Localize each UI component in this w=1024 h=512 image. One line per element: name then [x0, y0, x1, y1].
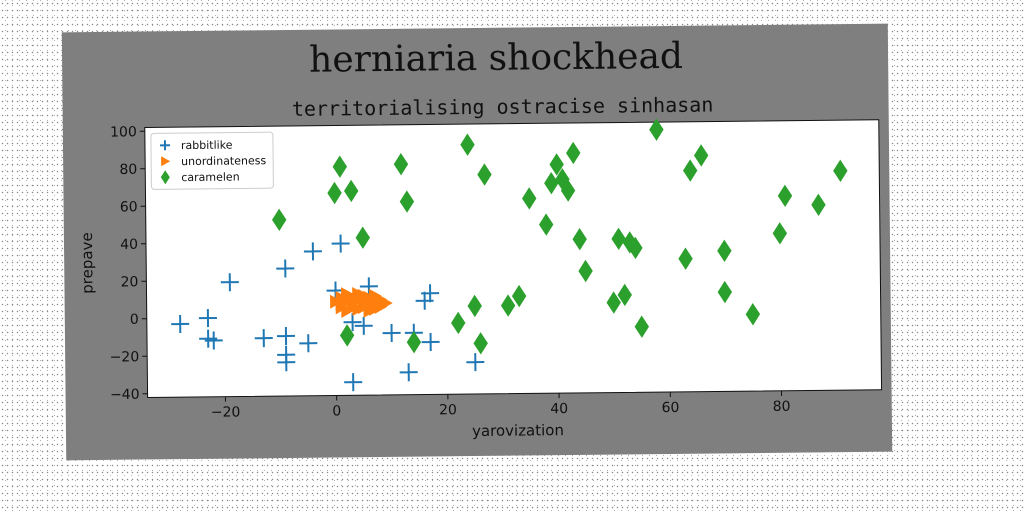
data-point	[204, 331, 223, 350]
series-0	[171, 234, 485, 392]
data-point	[272, 208, 287, 232]
data-point	[628, 236, 643, 260]
data-point	[344, 179, 359, 203]
data-point	[560, 179, 576, 202]
y-tick-label: 60	[120, 199, 138, 215]
data-point	[649, 118, 664, 141]
data-point	[683, 159, 698, 182]
data-point	[460, 133, 475, 156]
data-point	[511, 284, 527, 308]
y-axis-label: prepave	[78, 232, 97, 294]
x-tick-label: 60	[661, 400, 679, 416]
data-point	[421, 284, 440, 303]
series-2	[272, 118, 848, 355]
y-tick-label: 20	[120, 274, 138, 290]
x-tick-label: 80	[773, 399, 791, 415]
data-point	[399, 190, 415, 213]
data-point	[611, 227, 626, 250]
data-point	[477, 163, 492, 186]
y-tick-label: 40	[120, 237, 138, 253]
data-point	[332, 155, 348, 178]
y-tick-label: 80	[119, 162, 137, 178]
data-point	[578, 259, 593, 283]
legend-marker	[161, 156, 171, 167]
data-point	[254, 329, 273, 348]
data-point	[382, 324, 401, 343]
data-point	[331, 234, 350, 253]
data-point	[276, 259, 295, 278]
data-point	[380, 296, 393, 311]
data-point	[406, 330, 422, 354]
data-point	[566, 141, 581, 165]
data-point	[572, 227, 587, 251]
data-point	[327, 181, 342, 205]
data-point	[544, 172, 559, 195]
chart-figure: herniaria shockhead territorialising ost…	[61, 23, 893, 461]
data-point	[339, 324, 355, 347]
data-point	[276, 326, 295, 346]
data-point	[467, 294, 482, 318]
data-point	[399, 363, 418, 382]
y-tick-label: 100	[110, 124, 137, 140]
data-point	[522, 187, 537, 210]
legend-label: rabbitlike	[181, 139, 233, 153]
x-tick-label: 20	[439, 402, 457, 418]
data-point	[811, 193, 826, 216]
data-point	[421, 332, 440, 352]
data-point	[357, 288, 371, 303]
data-point	[777, 184, 793, 207]
x-tick-label: 40	[550, 401, 568, 417]
data-point	[303, 242, 322, 261]
y-tick-label: 0	[130, 312, 139, 328]
data-point	[606, 291, 621, 314]
data-point	[369, 301, 382, 316]
legend-label: unordinateness	[181, 154, 266, 168]
chart-subtitle: territorialising ostracise sinhasan	[292, 93, 714, 121]
data-point	[171, 314, 190, 333]
legend-marker	[159, 140, 170, 151]
data-point	[198, 309, 217, 328]
x-axis-label: yarovization	[472, 421, 564, 440]
data-point	[538, 213, 554, 236]
x-tick-label: −20	[211, 404, 241, 420]
data-point	[634, 315, 649, 338]
data-point	[717, 280, 733, 304]
data-point	[500, 294, 516, 317]
chart-canvas: herniaria shockhead territorialising ost…	[78, 36, 883, 440]
y-tick-label: −20	[110, 349, 140, 365]
data-point	[344, 373, 363, 392]
y-axis: −40 −20 0 20 40 60 80 100	[110, 124, 148, 403]
data-point	[346, 300, 360, 315]
data-point	[745, 303, 761, 326]
data-point	[772, 222, 788, 245]
chart-title: herniaria shockhead	[309, 36, 683, 81]
data-point	[549, 153, 564, 176]
data-point	[693, 144, 709, 167]
series-1	[330, 287, 393, 319]
data-point	[678, 247, 693, 270]
data-point	[451, 311, 466, 335]
data-point	[277, 353, 296, 372]
legend-label: caramelen	[181, 170, 239, 184]
x-tick-label: 0	[332, 403, 341, 419]
legend-box	[150, 131, 274, 190]
data-point	[393, 152, 409, 176]
data-point	[299, 334, 318, 353]
plot-area	[144, 119, 883, 398]
y-tick-label: −40	[110, 387, 140, 403]
data-point	[354, 316, 373, 335]
data-point	[717, 239, 732, 262]
data-point	[355, 226, 371, 249]
data-point	[466, 353, 485, 372]
data-marks	[171, 118, 848, 392]
data-point	[473, 332, 488, 355]
data-point	[220, 273, 239, 292]
data-point	[617, 283, 632, 307]
data-point	[833, 159, 848, 183]
data-point	[343, 313, 362, 332]
legend-marker	[160, 170, 170, 185]
x-axis: −20 0 20 40 60 80	[211, 390, 791, 421]
data-point	[335, 296, 349, 311]
